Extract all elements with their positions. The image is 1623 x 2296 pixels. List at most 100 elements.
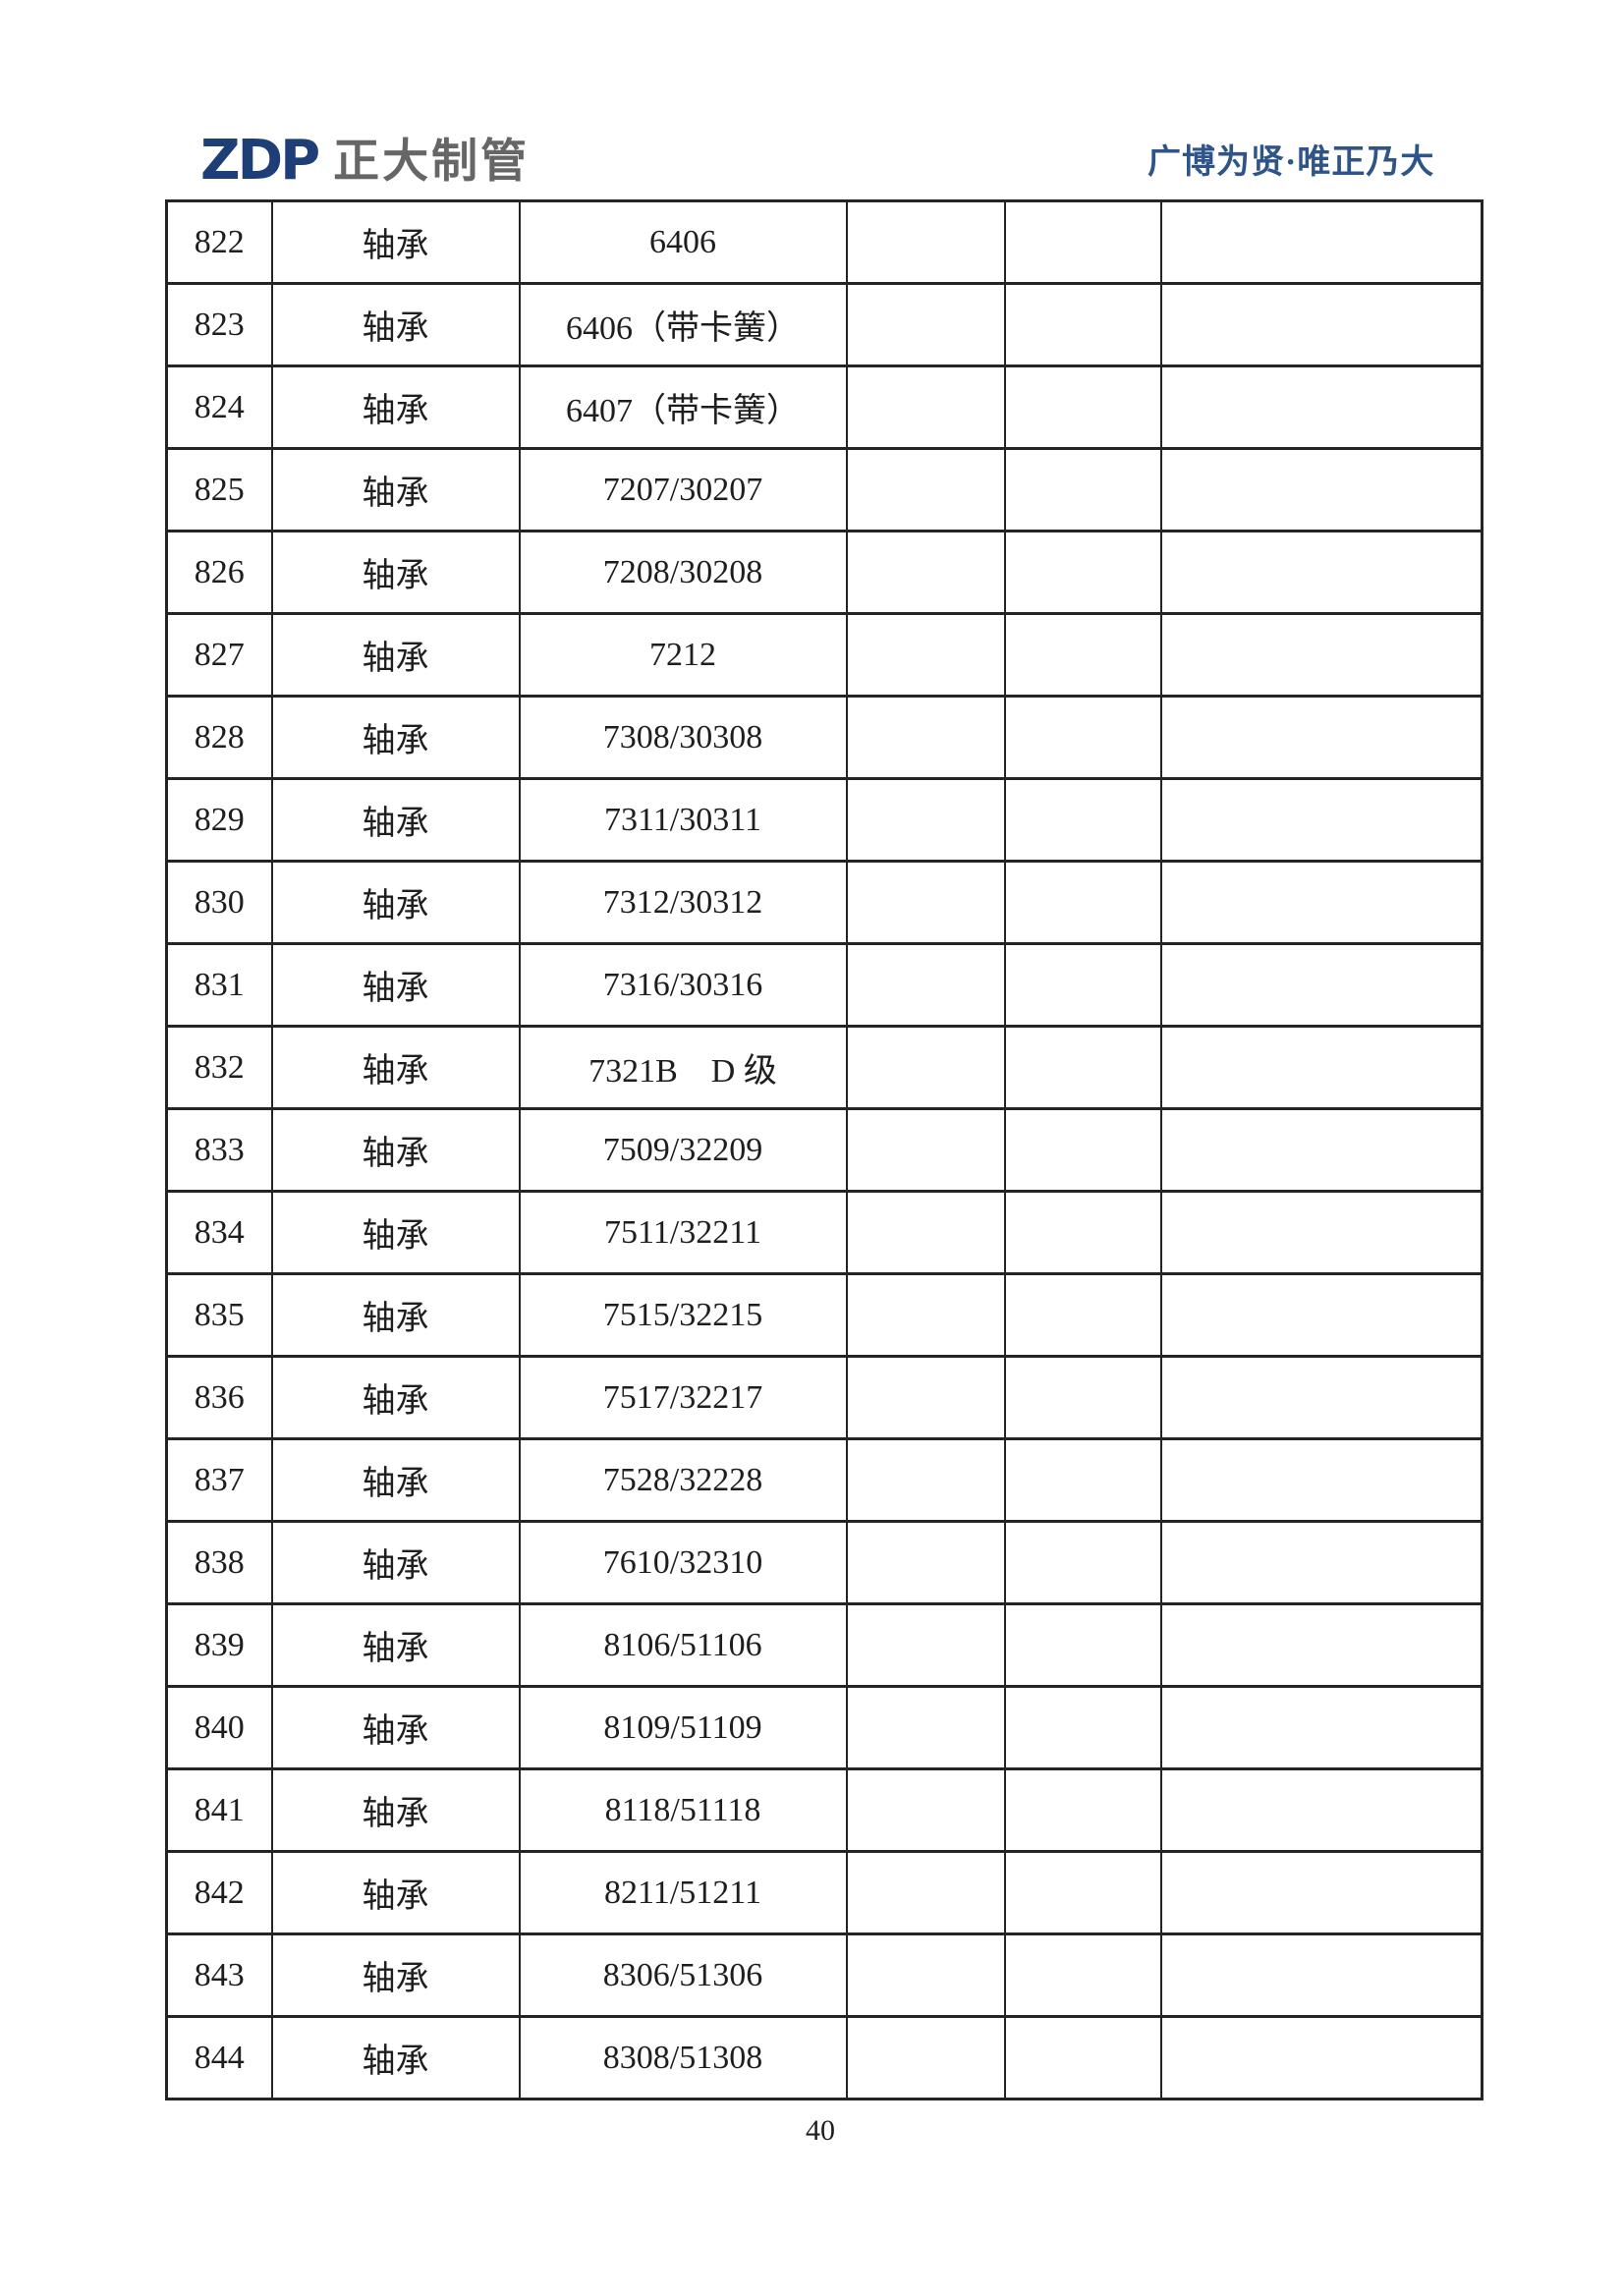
cell-row-number: 839 [165, 1602, 273, 1688]
cell-part-model: 8308/51308 [518, 2015, 848, 2100]
cell-empty-3 [1159, 2015, 1483, 2100]
cell-row-number: 836 [165, 1355, 273, 1440]
cell-empty-3 [1159, 282, 1483, 367]
cell-empty-2 [1003, 282, 1162, 367]
cell-part-name: 轴承 [270, 1107, 521, 1193]
cell-part-model: 6407（带卡簧） [518, 364, 848, 450]
cell-empty-1 [845, 1190, 1006, 1275]
table-row: 841 轴承 8118/51118 [165, 1767, 1483, 1853]
cell-empty-2 [1003, 199, 1162, 285]
cell-empty-1 [845, 1850, 1006, 1935]
cell-row-number: 825 [165, 447, 273, 532]
cell-row-number: 838 [165, 1520, 273, 1605]
table-row: 827 轴承 7212 [165, 612, 1483, 698]
cell-part-model: 7316/30316 [518, 942, 848, 1028]
cell-empty-3 [1159, 199, 1483, 285]
cell-part-model: 7509/32209 [518, 1107, 848, 1193]
table-row: 824 轴承 6407（带卡簧） [165, 364, 1483, 450]
table-row: 844 轴承 8308/51308 [165, 2015, 1483, 2100]
parts-table: 822 轴承 6406 823 轴承 6406（带卡簧） 824 轴承 6407… [165, 199, 1483, 2100]
cell-empty-2 [1003, 1437, 1162, 1523]
cell-row-number: 822 [165, 199, 273, 285]
cell-empty-1 [845, 199, 1006, 285]
cell-empty-3 [1159, 1932, 1483, 2018]
cell-part-name: 轴承 [270, 530, 521, 615]
cell-part-model: 8306/51306 [518, 1932, 848, 2018]
table-row: 830 轴承 7312/30312 [165, 860, 1483, 945]
table-row: 829 轴承 7311/30311 [165, 777, 1483, 863]
cell-part-model: 7208/30208 [518, 530, 848, 615]
cell-part-name: 轴承 [270, 2015, 521, 2100]
table-row: 832 轴承 7321B D 级 [165, 1025, 1483, 1110]
cell-part-name: 轴承 [270, 777, 521, 863]
cell-part-name: 轴承 [270, 1025, 521, 1110]
cell-empty-2 [1003, 777, 1162, 863]
cell-part-name: 轴承 [270, 199, 521, 285]
cell-part-model: 6406 [518, 199, 848, 285]
cell-empty-1 [845, 695, 1006, 780]
cell-part-model: 7610/32310 [518, 1520, 848, 1605]
cell-empty-2 [1003, 1355, 1162, 1440]
cell-row-number: 834 [165, 1190, 273, 1275]
cell-part-model: 8211/51211 [518, 1850, 848, 1935]
cell-empty-3 [1159, 1025, 1483, 1110]
cell-empty-2 [1003, 2015, 1162, 2100]
cell-part-name: 轴承 [270, 860, 521, 945]
cell-empty-3 [1159, 942, 1483, 1028]
cell-empty-2 [1003, 1025, 1162, 1110]
cell-empty-3 [1159, 777, 1483, 863]
cell-empty-1 [845, 1355, 1006, 1440]
table-row: 837 轴承 7528/32228 [165, 1437, 1483, 1523]
cell-empty-1 [845, 612, 1006, 698]
cell-empty-3 [1159, 860, 1483, 945]
cell-empty-1 [845, 364, 1006, 450]
table-row: 822 轴承 6406 [165, 199, 1483, 285]
cell-empty-1 [845, 1025, 1006, 1110]
table-row: 826 轴承 7208/30208 [165, 530, 1483, 615]
cell-row-number: 835 [165, 1272, 273, 1358]
cell-row-number: 830 [165, 860, 273, 945]
cell-empty-2 [1003, 1850, 1162, 1935]
cell-row-number: 831 [165, 942, 273, 1028]
cell-part-model: 8106/51106 [518, 1602, 848, 1688]
cell-empty-2 [1003, 1932, 1162, 2018]
cell-empty-3 [1159, 364, 1483, 450]
cell-empty-2 [1003, 1685, 1162, 1770]
cell-empty-1 [845, 1685, 1006, 1770]
table-row: 838 轴承 7610/32310 [165, 1520, 1483, 1605]
cell-part-name: 轴承 [270, 695, 521, 780]
cell-part-model: 7312/30312 [518, 860, 848, 945]
cell-empty-3 [1159, 1190, 1483, 1275]
cell-empty-3 [1159, 1107, 1483, 1193]
table-row: 831 轴承 7316/30316 [165, 942, 1483, 1028]
cell-part-name: 轴承 [270, 1932, 521, 2018]
cell-empty-1 [845, 860, 1006, 945]
cell-part-model: 7511/32211 [518, 1190, 848, 1275]
cell-empty-1 [845, 942, 1006, 1028]
cell-empty-1 [845, 1272, 1006, 1358]
cell-empty-3 [1159, 1850, 1483, 1935]
cell-empty-2 [1003, 695, 1162, 780]
cell-row-number: 833 [165, 1107, 273, 1193]
cell-row-number: 840 [165, 1685, 273, 1770]
cell-row-number: 844 [165, 2015, 273, 2100]
cell-part-name: 轴承 [270, 364, 521, 450]
cell-part-name: 轴承 [270, 1520, 521, 1605]
cell-part-name: 轴承 [270, 1355, 521, 1440]
cell-part-name: 轴承 [270, 1272, 521, 1358]
cell-empty-1 [845, 1520, 1006, 1605]
table-row: 834 轴承 7511/32211 [165, 1190, 1483, 1275]
cell-empty-3 [1159, 1520, 1483, 1605]
cell-empty-2 [1003, 530, 1162, 615]
cell-part-model: 7517/32217 [518, 1355, 848, 1440]
cell-empty-3 [1159, 1355, 1483, 1440]
cell-empty-2 [1003, 1272, 1162, 1358]
cell-part-name: 轴承 [270, 282, 521, 367]
cell-part-name: 轴承 [270, 1850, 521, 1935]
table-row: 835 轴承 7515/32215 [165, 1272, 1483, 1358]
cell-part-model: 8118/51118 [518, 1767, 848, 1853]
cell-empty-1 [845, 1107, 1006, 1193]
cell-part-name: 轴承 [270, 1190, 521, 1275]
cell-part-name: 轴承 [270, 1767, 521, 1853]
